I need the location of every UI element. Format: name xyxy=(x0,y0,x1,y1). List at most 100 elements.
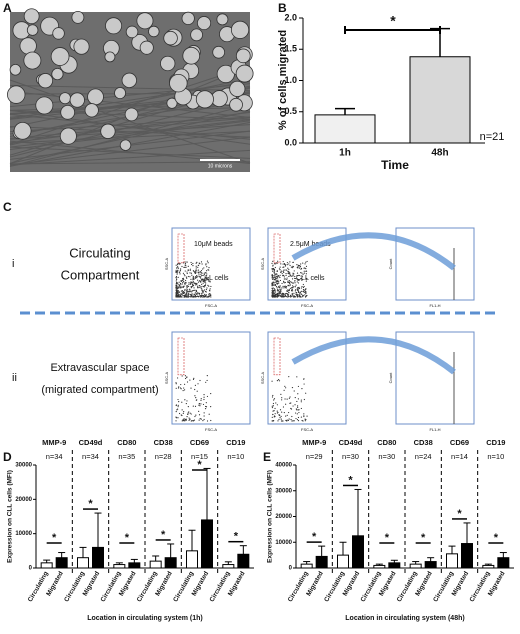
event xyxy=(278,276,280,278)
event xyxy=(282,266,284,268)
event xyxy=(204,295,206,297)
event xyxy=(298,286,300,289)
event xyxy=(288,292,290,294)
event xyxy=(303,415,305,417)
event xyxy=(176,287,178,289)
event xyxy=(276,294,279,296)
event xyxy=(175,420,177,422)
event xyxy=(278,418,280,421)
event xyxy=(205,402,207,404)
event xyxy=(306,294,308,297)
event xyxy=(272,264,274,266)
event xyxy=(276,270,278,272)
event xyxy=(186,291,188,293)
event xyxy=(185,418,187,420)
event xyxy=(176,281,178,284)
gate-label: CLL cells xyxy=(200,275,229,282)
event xyxy=(295,284,297,286)
texture xyxy=(9,103,251,167)
event xyxy=(300,268,302,270)
event xyxy=(273,288,275,290)
flow-plot xyxy=(171,227,251,301)
event xyxy=(196,390,198,392)
event xyxy=(284,278,286,280)
row-title: Compartment xyxy=(61,267,140,282)
event xyxy=(276,273,278,275)
event xyxy=(180,280,183,282)
significance: * xyxy=(197,459,202,471)
texture xyxy=(9,117,251,139)
event xyxy=(184,399,186,401)
event xyxy=(175,287,177,289)
event xyxy=(271,285,273,287)
event xyxy=(297,420,300,422)
event xyxy=(289,261,291,263)
event xyxy=(294,404,296,406)
panel-label: D xyxy=(3,450,12,464)
event xyxy=(279,409,282,411)
event xyxy=(290,402,292,404)
cell xyxy=(216,13,229,26)
cell xyxy=(195,90,214,109)
x-tick-label: 48h xyxy=(431,148,448,159)
event xyxy=(203,273,205,276)
event xyxy=(283,278,285,280)
event xyxy=(200,269,203,272)
texture xyxy=(9,119,251,148)
event xyxy=(288,295,290,298)
y-tick-label: 0 xyxy=(289,566,293,572)
y-tick-label: 10000 xyxy=(15,531,32,537)
scale-bar-label: 10 microns xyxy=(208,163,233,169)
event xyxy=(205,275,208,277)
event xyxy=(189,295,191,298)
event xyxy=(281,294,283,296)
event xyxy=(279,417,281,419)
event xyxy=(304,263,306,265)
event xyxy=(192,378,195,380)
event xyxy=(189,379,191,381)
event xyxy=(286,264,288,266)
event xyxy=(279,287,281,289)
bar xyxy=(482,564,495,569)
plot-y-axis: SSC-A xyxy=(260,258,265,271)
event xyxy=(177,266,179,268)
significance: * xyxy=(125,532,130,544)
event xyxy=(301,286,303,288)
event xyxy=(188,411,190,413)
event xyxy=(202,294,204,297)
event xyxy=(197,296,199,298)
event xyxy=(285,403,287,405)
event xyxy=(186,261,188,263)
event xyxy=(275,285,278,288)
event xyxy=(200,399,202,401)
event xyxy=(195,276,197,278)
event xyxy=(284,265,287,267)
event xyxy=(204,272,206,274)
event xyxy=(194,395,196,397)
event xyxy=(186,381,189,383)
event xyxy=(276,404,278,406)
event xyxy=(282,295,285,297)
event xyxy=(181,401,183,403)
event xyxy=(191,274,193,276)
cell xyxy=(69,92,85,108)
event xyxy=(175,267,178,269)
event xyxy=(282,420,284,422)
event xyxy=(279,279,282,282)
event xyxy=(183,280,185,283)
event xyxy=(190,278,192,280)
event xyxy=(299,266,301,268)
event xyxy=(289,284,292,286)
event xyxy=(205,270,208,272)
event xyxy=(278,282,280,284)
event xyxy=(203,396,205,398)
plot-x-axis: FL1-H xyxy=(429,303,440,308)
y-tick-label: 30000 xyxy=(275,488,292,494)
event xyxy=(293,295,295,297)
n-label: n=35 xyxy=(118,452,135,461)
bar xyxy=(300,563,313,569)
event xyxy=(294,282,296,284)
event xyxy=(178,412,181,415)
event xyxy=(271,274,273,276)
